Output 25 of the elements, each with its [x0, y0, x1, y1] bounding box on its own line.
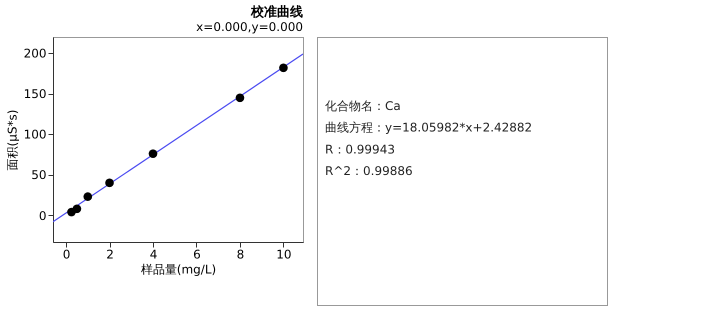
point — [72, 204, 82, 214]
y-axis-title: 面积(μS*s) — [6, 110, 20, 170]
y-tick-label: 150 — [24, 87, 46, 102]
y-tick-label: 0 — [38, 208, 46, 223]
text: 化合物名：Ca — [325, 98, 401, 113]
y-tick-label: 100 — [24, 128, 46, 142]
y-tick-label: 50 — [31, 168, 46, 182]
chart-title: 校准曲线 — [250, 4, 303, 20]
x-tick-label: 8 — [236, 248, 244, 262]
text: 曲线方程：y=18.05982*x+2.42882 — [325, 120, 532, 135]
x-tick-label: 0 — [62, 248, 70, 262]
point — [105, 178, 114, 188]
x-tick-label: 6 — [193, 248, 201, 262]
text: R：0.99943 — [325, 142, 395, 156]
text: R^2：0.99886 — [325, 164, 413, 178]
point — [83, 192, 92, 201]
x-axis-title: 样品量(mg/L) — [140, 262, 216, 276]
x-tick-label: 2 — [106, 248, 114, 262]
point — [279, 63, 288, 72]
point — [148, 149, 158, 158]
point — [236, 93, 244, 102]
y-tick-label: 200 — [24, 46, 46, 61]
x-tick-label: 4 — [150, 248, 158, 262]
text: x=0.000,y=0.000 — [196, 20, 303, 34]
x-tick-label: 10 — [276, 248, 292, 262]
